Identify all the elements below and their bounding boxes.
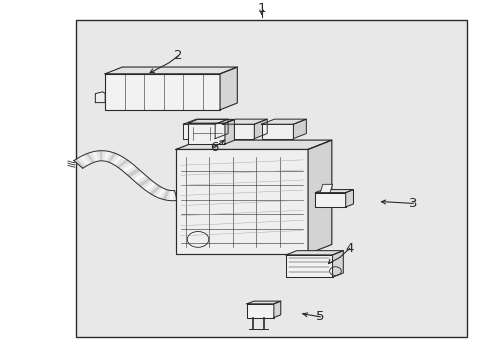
Polygon shape (261, 119, 305, 124)
Text: 5: 5 (315, 310, 324, 323)
Polygon shape (132, 173, 145, 182)
Polygon shape (320, 184, 332, 193)
Polygon shape (127, 168, 140, 177)
Text: 1: 1 (257, 3, 265, 15)
Polygon shape (74, 159, 85, 168)
Bar (176, 149, 307, 254)
Text: 6: 6 (209, 141, 218, 154)
Polygon shape (95, 92, 105, 103)
Text: 3: 3 (408, 197, 417, 210)
Polygon shape (220, 67, 237, 110)
Polygon shape (80, 156, 90, 165)
Polygon shape (85, 153, 94, 163)
Bar (285, 255, 332, 277)
Polygon shape (122, 163, 135, 172)
Polygon shape (345, 190, 353, 207)
Polygon shape (293, 119, 305, 139)
Polygon shape (183, 119, 227, 124)
Polygon shape (162, 190, 169, 200)
Polygon shape (315, 190, 353, 193)
Bar (261, 124, 293, 139)
Polygon shape (332, 251, 343, 277)
Bar (183, 124, 215, 139)
Polygon shape (138, 177, 151, 187)
Polygon shape (117, 159, 128, 168)
Polygon shape (99, 151, 102, 161)
Polygon shape (222, 119, 266, 124)
Polygon shape (285, 251, 343, 255)
Polygon shape (188, 120, 234, 123)
Polygon shape (246, 301, 280, 304)
Polygon shape (149, 185, 161, 195)
Polygon shape (169, 190, 173, 201)
Text: 2: 2 (174, 49, 183, 62)
Polygon shape (112, 156, 122, 165)
Polygon shape (215, 119, 227, 139)
Polygon shape (107, 153, 116, 163)
Bar (76, 20, 466, 337)
Text: 4: 4 (345, 242, 353, 255)
Bar (105, 74, 220, 110)
Bar (315, 193, 345, 207)
Bar (188, 123, 224, 144)
Polygon shape (155, 188, 165, 198)
Polygon shape (254, 119, 266, 139)
Polygon shape (176, 140, 331, 149)
Polygon shape (224, 120, 234, 144)
Bar (246, 304, 273, 318)
Polygon shape (307, 140, 331, 254)
Polygon shape (143, 182, 156, 191)
Bar (222, 124, 254, 139)
Polygon shape (92, 151, 98, 162)
Polygon shape (104, 151, 110, 161)
Polygon shape (273, 301, 280, 318)
Polygon shape (105, 67, 237, 74)
